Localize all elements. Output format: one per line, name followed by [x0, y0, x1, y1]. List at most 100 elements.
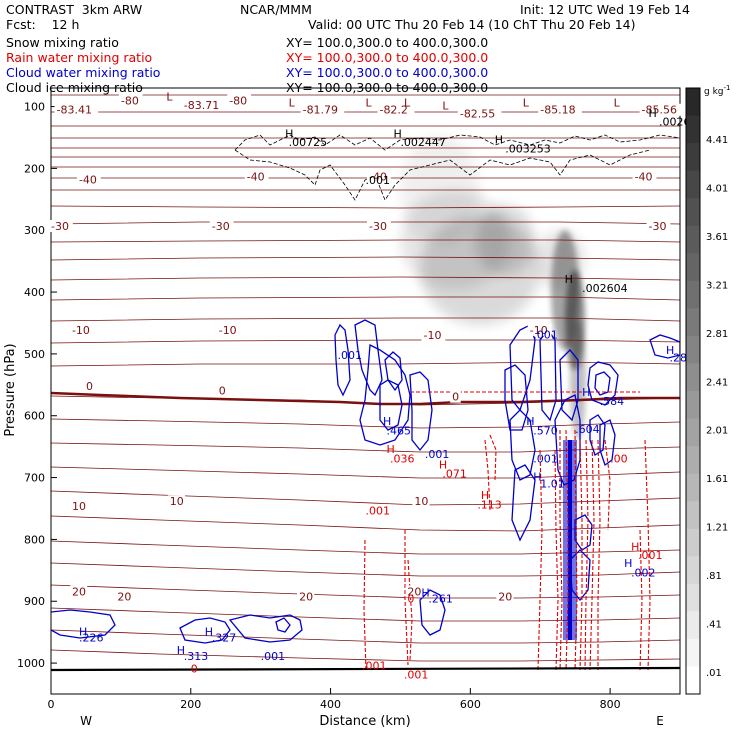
field-name: Cloud water mixing ratio: [6, 65, 161, 80]
init-time: Init: 12 UTC Wed 19 Feb 14: [520, 2, 690, 17]
extremum-marker: H: [565, 273, 573, 286]
value-label: .001: [261, 650, 286, 663]
east-label: E: [656, 714, 664, 728]
colorbar-cell: [686, 115, 700, 144]
colorbar-cell: [686, 170, 700, 199]
temperature-label-bg: [646, 219, 671, 232]
colorbar-label: .81: [706, 571, 722, 582]
temperature-label-bg: [115, 590, 133, 603]
temperature-label-bg: [69, 585, 88, 598]
y-tick-label: 1000: [17, 657, 45, 670]
cloud-ice-contour: [234, 134, 680, 151]
value-label: .226: [79, 631, 104, 644]
extremum-marker: L: [442, 100, 449, 113]
temperature-label-bg: [457, 107, 502, 120]
temperature-label: -30: [369, 220, 387, 233]
colorbar-cell: [686, 88, 700, 117]
ground-line: [51, 666, 680, 672]
temperature-label: -40: [247, 171, 265, 184]
temperature-label-bg: [216, 384, 228, 397]
extremum-marker: H: [205, 625, 213, 638]
colorbar-cell: [686, 638, 700, 667]
temperature-label: -80: [121, 94, 139, 107]
extremum-marker: H: [177, 644, 185, 657]
temperature-label: 10: [72, 500, 86, 513]
temperature-label-bg: [83, 380, 95, 393]
colorbar-label: 2.41: [706, 377, 728, 388]
field-xy: XY= 100.0,300.0 to 400.0,300.0: [286, 50, 489, 65]
colorbar-cell: [686, 335, 700, 364]
colorbar-cell: [686, 583, 700, 612]
temperature-label-bg: [366, 219, 391, 232]
temperature-label: -30: [212, 220, 230, 233]
colorbar-label: .41: [706, 620, 722, 631]
colorbar-unit-base: g kg: [704, 87, 724, 97]
temperature-label: -30: [51, 220, 69, 233]
colorbar-cell: [686, 225, 700, 254]
extremum-marker: H: [649, 107, 657, 120]
value-label: .071: [442, 468, 467, 481]
y-tick-label: 900: [24, 595, 45, 608]
extremum-marker: L: [614, 97, 621, 110]
temperature-label: 20: [407, 585, 421, 598]
plot-area: [51, 94, 680, 672]
extremum-marker: H: [421, 586, 429, 599]
forecast-hour: Fcst: 12 h: [6, 17, 80, 32]
colorbar: g kg-1 4.41 4.01 3.61 3.21 2.81 2.41 2.01 1.61 1.…: [685, 84, 730, 695]
cloud-water-contours: [51, 319, 680, 644]
extremum-marker: H: [495, 134, 503, 147]
axes: 0 200 400 600 800100200300400500600700800900…: [17, 101, 621, 711]
value-label: .113: [477, 498, 502, 511]
temperature-label: -10: [424, 329, 442, 342]
x-tick-label: 600: [460, 698, 481, 711]
temperature-label: 20: [117, 590, 131, 603]
colorbar-cell: [686, 473, 700, 502]
west-label: W: [80, 714, 92, 728]
temperature-label-bg: [405, 585, 423, 598]
value-label: .001: [425, 448, 450, 461]
temperature-label-bg: [527, 323, 552, 336]
colorbar-cell: [686, 556, 700, 585]
temperature-label: -83.71: [184, 99, 219, 112]
extremum-marker: L: [166, 90, 173, 103]
temperature-label-bg: [69, 323, 94, 336]
temperature-label-bg: [377, 103, 415, 116]
value-label: .001: [533, 328, 558, 341]
colorbar-cell: [686, 611, 700, 640]
extremum-marker: H: [533, 471, 541, 484]
colorbar-cell: [686, 391, 700, 420]
colorbar-cell: [686, 308, 700, 337]
extremum-marker: H: [666, 344, 674, 357]
temperature-label: 10: [414, 495, 428, 508]
colorbar-label: .01: [706, 668, 722, 679]
temperature-label: 0: [452, 391, 459, 404]
field-xy: XY= 100.0,300.0 to 400.0,300.0: [286, 35, 489, 50]
temperature-label-bg: [297, 590, 315, 603]
temperature-label-bg: [639, 103, 684, 116]
colorbar-cell: [686, 143, 700, 172]
temperature-label-bg: [300, 103, 345, 116]
temperature-label-bg: [209, 219, 234, 232]
value-label: .002447: [400, 136, 446, 149]
temperature-label: 20: [72, 585, 86, 598]
valid-time: Valid: 00 UTC Thu 20 Feb 14 (10 ChT Thu …: [308, 17, 636, 32]
value-label: .00: [610, 453, 628, 466]
x-tick-label: 0: [48, 698, 55, 711]
y-axis-label: Pressure (hPa): [3, 343, 18, 436]
colorbar-label: 2.01: [706, 426, 728, 437]
extremum-marker: H: [383, 415, 391, 428]
value-label: .001: [366, 505, 391, 518]
colorbar-label: 3.21: [706, 280, 728, 291]
temperature-label-bg: [54, 103, 99, 116]
extremum-marker: L: [366, 97, 373, 110]
temperature-label-bg: [227, 94, 252, 107]
colorbar-cell: [686, 418, 700, 447]
colorbar-cell: [686, 363, 700, 392]
field-name: Rain water mixing ratio: [6, 50, 153, 65]
temperature-label-bg: [244, 170, 269, 183]
extremum-marker: H: [393, 127, 401, 140]
colorbar-cell: [686, 528, 700, 557]
plot-frame: [50, 87, 681, 695]
value-label: .465: [386, 424, 411, 437]
